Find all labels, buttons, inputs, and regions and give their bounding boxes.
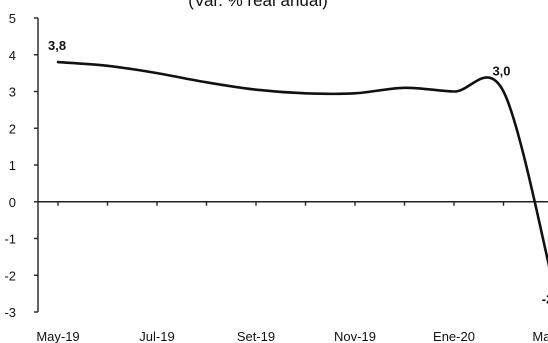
chart-subtitle: (Var. % real anual) (188, 0, 328, 10)
y-tick-label: 1 (9, 158, 16, 173)
y-tick-label: 2 (9, 121, 16, 136)
x-tick-label: Nov-19 (334, 329, 376, 343)
x-axis: May-19 Jul-19 Set-19 Nov-19 Ene-20 Mar-20 (36, 201, 548, 343)
x-tick-label: May-19 (36, 329, 79, 343)
y-axis: 5 4 3 2 1 0 -1 -2 -3 (4, 11, 39, 320)
x-tick-label: Ene-20 (433, 329, 475, 343)
y-tick-label: 0 (9, 195, 16, 210)
y-tick-label: 5 (9, 11, 16, 26)
annotation-layer: 3,8 3,0 -2,2 (48, 38, 548, 307)
x-tick-label: Mar-20 (532, 329, 548, 343)
y-tick-label: -1 (4, 232, 16, 247)
data-label: -2,2 (542, 292, 548, 307)
x-tick-label: Set-19 (237, 329, 275, 343)
x-tick-label: Jul-19 (139, 329, 174, 343)
data-label: 3,0 (492, 64, 510, 79)
series-line (56, 60, 548, 268)
y-tick-label: -3 (4, 305, 16, 320)
y-tick-label: 3 (9, 85, 16, 100)
y-tick-label: 4 (9, 48, 16, 63)
series-layer (56, 60, 548, 268)
data-label: 3,8 (48, 38, 66, 53)
y-tick-label: -2 (4, 268, 16, 283)
